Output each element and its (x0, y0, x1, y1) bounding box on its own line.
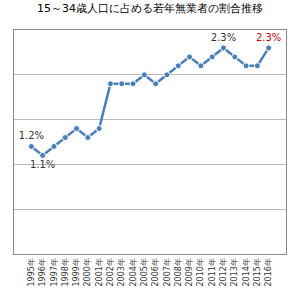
svg-text:2010年: 2010年 (196, 258, 205, 286)
svg-text:1999年: 1999年 (72, 258, 81, 286)
svg-text:1995年: 1995年 (27, 258, 36, 286)
svg-text:2000年: 2000年 (83, 258, 92, 286)
svg-text:2012年: 2012年 (219, 258, 228, 286)
svg-text:2.3%: 2.3% (211, 32, 236, 43)
svg-text:2.3%: 2.3% (256, 32, 281, 43)
svg-text:15～34歳人口に占める若年無業者の割合推移: 15～34歳人口に占める若年無業者の割合推移 (37, 2, 263, 15)
svg-text:2011年: 2011年 (208, 258, 217, 286)
svg-text:2007年: 2007年 (163, 258, 172, 286)
svg-text:1997年: 1997年 (50, 258, 59, 286)
svg-text:2014年: 2014年 (242, 258, 251, 286)
svg-text:1.2%: 1.2% (19, 130, 44, 141)
svg-text:2013年: 2013年 (230, 258, 239, 286)
svg-text:2003年: 2003年 (117, 258, 126, 286)
svg-text:2015年: 2015年 (253, 258, 262, 286)
svg-text:1.1%: 1.1% (30, 159, 55, 170)
svg-text:2004年: 2004年 (129, 258, 138, 286)
svg-text:2002年: 2002年 (106, 258, 115, 286)
svg-text:2008年: 2008年 (174, 258, 183, 286)
svg-text:2005年: 2005年 (140, 258, 149, 286)
svg-text:2001年: 2001年 (95, 258, 104, 286)
svg-text:2006年: 2006年 (151, 258, 160, 286)
svg-text:2016年: 2016年 (264, 258, 273, 286)
svg-text:1996年: 1996年 (38, 258, 47, 286)
svg-text:1998年: 1998年 (61, 258, 70, 286)
svg-text:2009年: 2009年 (185, 258, 194, 286)
